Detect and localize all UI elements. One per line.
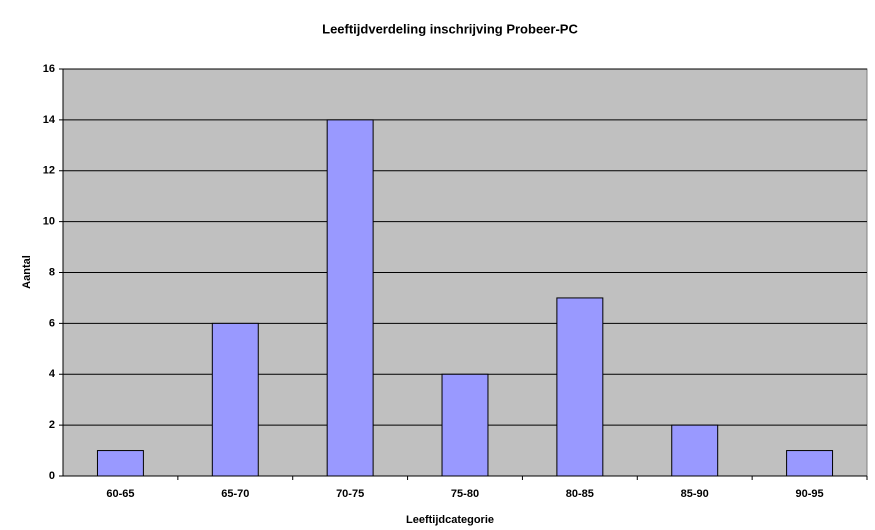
- x-tick-label: 75-80: [451, 488, 479, 500]
- x-tick-label: 80-85: [566, 488, 594, 500]
- bar: [556, 297, 604, 477]
- y-axis-label: Aantal: [21, 255, 33, 289]
- y-tick-label: 4: [49, 368, 56, 380]
- y-tick-label: 2: [49, 419, 55, 431]
- y-tick-label: 12: [43, 165, 55, 177]
- y-tick-label: 10: [43, 216, 55, 228]
- y-tick-label: 14: [43, 114, 56, 126]
- y-tick-label: 6: [49, 317, 55, 329]
- y-tick-label: 0: [49, 470, 55, 482]
- x-tick-label: 90-95: [796, 488, 824, 500]
- chart-title: Leeftijdverdeling inschrijving Probeer-P…: [322, 21, 578, 36]
- bar: [786, 450, 834, 477]
- x-tick-label: 60-65: [106, 488, 134, 500]
- x-tick-label: 65-70: [221, 488, 249, 500]
- bar: [326, 119, 374, 477]
- bar: [96, 450, 144, 477]
- bar: [441, 373, 489, 477]
- x-axis-label: Leeftijdcategorie: [406, 514, 494, 526]
- x-tick-label: 70-75: [336, 488, 364, 500]
- y-tick-label: 8: [49, 266, 55, 278]
- y-tick-label: 16: [43, 63, 55, 75]
- bar: [671, 424, 719, 477]
- x-tick-label: 85-90: [681, 488, 709, 500]
- bar: [211, 322, 259, 477]
